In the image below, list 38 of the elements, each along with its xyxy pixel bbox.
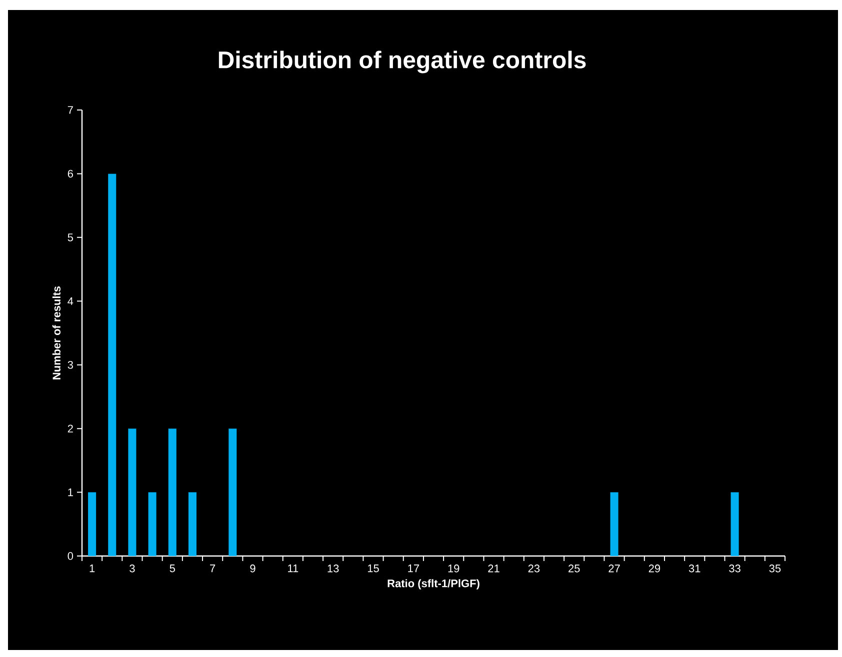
x-tick-label: 25 [568, 564, 580, 572]
x-tick-label: 7 [210, 564, 216, 572]
y-tick-label: 6 [68, 170, 73, 178]
bar [730, 492, 739, 556]
y-tick-label: 5 [68, 234, 73, 242]
x-axis-title: Ratio (sflt-1/PlGF) [388, 579, 480, 590]
x-tick-label: 5 [170, 564, 175, 572]
chart-title: Distribution of negative controls [218, 50, 586, 74]
y-tick-label: 3 [68, 360, 73, 369]
bar [108, 174, 116, 556]
y-tick-label: 7 [68, 106, 73, 114]
x-tick-label: 15 [368, 564, 379, 572]
x-tick-label: 29 [648, 564, 660, 572]
y-axis-title: Number of results [52, 286, 60, 380]
y-tick-label: 4 [68, 297, 74, 305]
x-tick-label: 11 [288, 564, 298, 572]
x-tick-label: 17 [408, 564, 419, 572]
bar [88, 492, 96, 556]
bar [168, 428, 176, 556]
x-tick-label: 1 [90, 564, 95, 572]
bar [148, 492, 156, 556]
bar [128, 428, 136, 556]
x-tick-label: 21 [488, 564, 500, 572]
bar [228, 428, 237, 556]
y-tick-label: 1 [68, 488, 73, 496]
x-tick-label: 19 [448, 564, 460, 572]
x-tick-label: 23 [528, 564, 540, 572]
x-tick-label: 3 [130, 564, 135, 572]
x-tick-label: 33 [729, 564, 740, 572]
y-tick-label: 0 [68, 552, 74, 560]
bar [188, 492, 196, 556]
x-tick-label: 27 [608, 564, 620, 572]
y-tick-label: 2 [68, 424, 73, 432]
bar [610, 492, 618, 556]
x-tick-label: 13 [328, 564, 339, 572]
x-tick-label: 35 [769, 564, 781, 572]
x-tick-label: 31 [688, 564, 700, 572]
x-tick-label: 9 [250, 564, 256, 572]
